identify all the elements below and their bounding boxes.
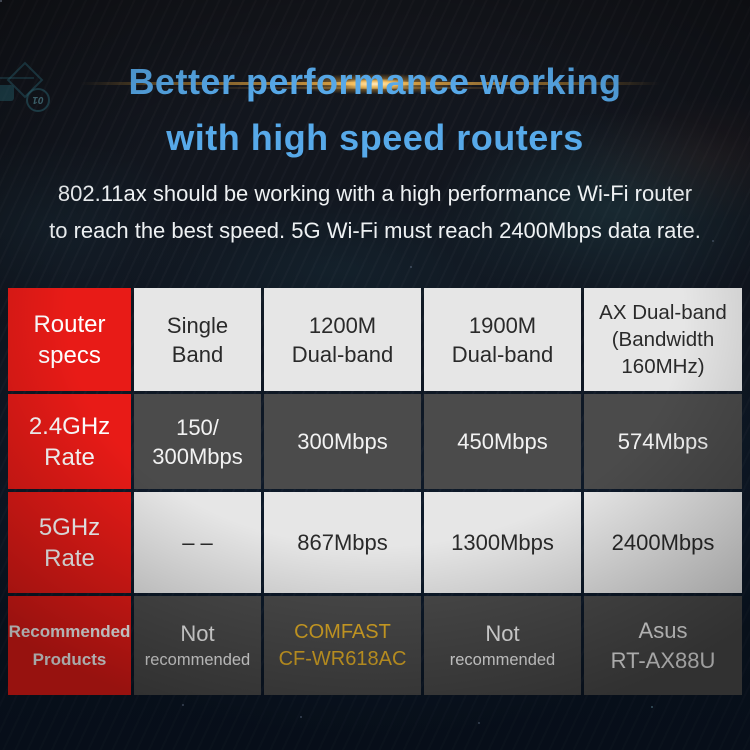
row-header-router-specs: Router specs — [8, 288, 131, 391]
cell-line: 574Mbps — [617, 429, 709, 454]
cell-line: 300Mbps — [152, 443, 243, 469]
cell-line: 2.4GHz — [28, 412, 111, 440]
cell-line: specs — [38, 341, 101, 369]
page-title-line-2: with high speed routers — [166, 117, 584, 159]
cell-line: 300Mbps — [297, 429, 388, 454]
row-header-5g-rate: 5GHz Rate — [8, 492, 131, 593]
cell-line: Rate — [44, 443, 95, 471]
cell-rec-single-band: Not recommended — [134, 596, 261, 695]
cell-line: Recommended — [8, 621, 131, 641]
cell-line: recommended — [449, 651, 556, 669]
cell-line: AX Dual-band — [599, 301, 727, 324]
cell-line: 1300Mbps — [451, 530, 554, 555]
cell-5g-single-band: – – — [134, 492, 261, 593]
cell-line: 1900M — [468, 312, 537, 338]
cell-recommended-asus: Asus RT-AX88U — [584, 596, 742, 695]
cell-line: Not — [180, 621, 215, 646]
cell-line: (Bandwidth — [611, 328, 715, 351]
cell-2g-1200m: 300Mbps — [264, 394, 421, 489]
cell-line: Asus — [638, 617, 688, 643]
page-subtitle-line-2: to reach the best speed. 5G Wi-Fi must r… — [49, 218, 701, 243]
cell-line: 1200M — [308, 312, 377, 338]
cell-line: Band — [171, 341, 224, 367]
cell-line: Products — [32, 649, 107, 669]
cell-line: Dual-band — [451, 341, 554, 367]
page-subtitle-line-1: 802.11ax should be working with a high p… — [57, 181, 693, 206]
cell-line: recommended — [144, 651, 251, 669]
circuit-trace — [0, 77, 34, 79]
cell-5g-1900m: 1300Mbps — [424, 492, 581, 593]
cell-line: CF-WR618AC — [278, 647, 407, 670]
cell-ax-dual-band: AX Dual-band (Bandwidth 160MHz) — [584, 288, 742, 391]
cell-line: 2400Mbps — [611, 530, 715, 555]
cell-2g-single-band: 150/ 300Mbps — [134, 394, 261, 489]
cell-line: 150/ — [176, 414, 219, 440]
row-header-recommended-products: Recommended Products — [8, 596, 131, 695]
page-title-line-1: Better performance working — [128, 61, 622, 103]
cell-recommended-comfast: COMFAST CF-WR618AC — [264, 596, 421, 695]
cell-line: 5GHz — [38, 513, 101, 541]
star-field — [0, 0, 2, 2]
cell-1900m-dual-band: 1900M Dual-band — [424, 288, 581, 391]
cell-line: Dual-band — [291, 341, 394, 367]
cell-line: Not — [485, 621, 520, 646]
cell-line: RT-AX88U — [610, 647, 716, 673]
cell-line: Single — [166, 312, 229, 338]
row-header-2g-rate: 2.4GHz Rate — [8, 394, 131, 489]
cell-single-band: Single Band — [134, 288, 261, 391]
cell-rec-1900m: Not recommended — [424, 596, 581, 695]
cell-2g-ax: 574Mbps — [584, 394, 742, 489]
cell-line: COMFAST — [294, 620, 391, 643]
cell-5g-1200m: 867Mbps — [264, 492, 421, 593]
cell-5g-ax: 2400Mbps — [584, 492, 742, 593]
circuit-decor: 01 — [0, 55, 110, 135]
cell-2g-1900m: 450Mbps — [424, 394, 581, 489]
cell-1200m-dual-band: 1200M Dual-band — [264, 288, 421, 391]
cell-line: Rate — [44, 544, 95, 572]
cell-line: – – — [182, 530, 213, 555]
page-subtitle: 802.11ax should be working with a high p… — [0, 175, 750, 249]
cell-line: Router — [33, 310, 106, 338]
router-comparison-table: Router specs Single Band 1200M Dual-band… — [8, 288, 742, 695]
cell-line: 450Mbps — [457, 429, 548, 454]
circuit-pad — [0, 85, 14, 101]
page-title: Better performance working with high spe… — [0, 54, 750, 166]
cell-line: 867Mbps — [297, 530, 388, 555]
cell-line: 160MHz) — [621, 355, 705, 378]
